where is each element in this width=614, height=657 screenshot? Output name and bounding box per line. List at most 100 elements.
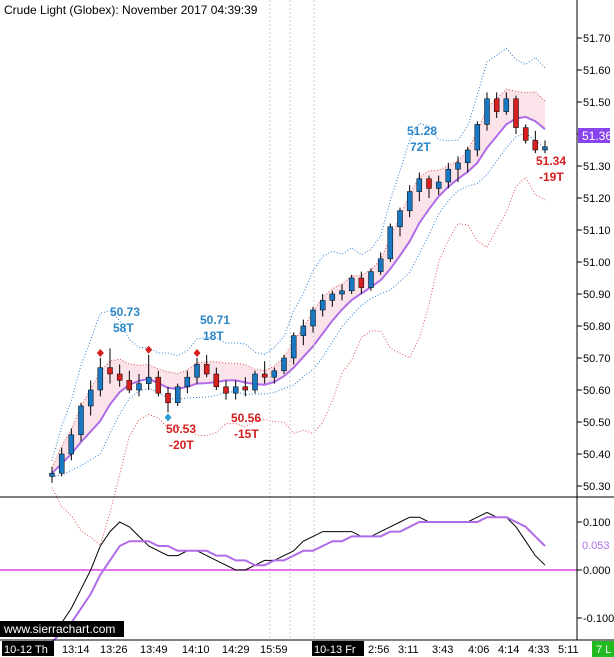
candle-body [377,258,384,272]
swing-high-marker [96,349,104,357]
time-tick-label: 13:14 [62,644,90,656]
candle-body [300,325,307,336]
band-fill [52,89,545,474]
annotation-ticks: 18T [203,329,224,343]
price-tick-label: 50.60 [583,385,611,397]
bollinger-bands [51,47,546,547]
time-tick-label: 15:59 [260,644,288,656]
candle-body [513,98,519,128]
watermark[interactable]: www.sierrachart.com [0,621,124,637]
upper-outer-band [51,47,546,461]
candle-body [87,389,94,407]
time-tick-label: 3:11 [398,644,419,656]
candle-body [290,335,297,359]
candle-body [310,309,316,327]
time-tick-label: 2:56 [368,644,389,656]
corner-badge[interactable]: 7 L [592,641,614,657]
swing-high-marker [193,349,201,357]
time-tick-label: 4:14 [498,644,519,656]
candle-body [435,181,442,189]
candlesticks [49,92,548,483]
price-tick-label: 51.70 [583,33,611,45]
watermark-text: www.sierrachart.com [3,622,115,636]
candle-body [455,162,461,170]
candle-body [194,364,200,378]
current-price-text: 51.36 [582,129,612,143]
candle-body [261,373,268,378]
price-tick-label: 51.60 [583,65,611,77]
annotation-price: 50.53 [166,422,196,436]
candle-body [203,364,210,375]
candle-body [68,434,75,455]
macd-tick-label: -0.100 [583,613,614,625]
candle-body [126,380,133,391]
annotation-price: 50.71 [200,313,230,327]
swing-high-marker [145,345,153,354]
price-tick-label: 51.50 [583,97,611,109]
price-tick-label: 50.40 [583,449,611,461]
candle-body [58,453,65,474]
candle-body [49,472,55,477]
corner-badge-text: 7 L [596,644,611,656]
candle-body [271,370,278,378]
candle-body [339,290,345,295]
candle-body [116,373,123,381]
current-price-label: 51.36 [578,128,612,143]
candle-body [107,367,113,375]
macd-axis[interactable]: 0.100 0.000 -0.100 [577,517,614,625]
price-axis[interactable]: 51.7051.6051.5051.4051.3051.2051.1051.00… [577,33,611,493]
annotation-price: 50.56 [231,411,261,425]
annotation-ticks: 58T [113,321,134,335]
price-tick-label: 50.50 [583,417,611,429]
price-tick-label: 51.00 [583,257,611,269]
macd-signal-line [51,516,546,643]
candle-body [493,98,500,112]
annotation-price: 51.34 [536,154,566,168]
price-tick-label: 51.10 [583,225,611,237]
annotation-price: 50.73 [110,305,140,319]
date-label: 10-13 Fr [314,644,356,656]
price-tick-label: 51.30 [583,161,611,173]
time-axis[interactable]: 10-12 Th 13:14 13:26 13:49 14:10 14:29 15:59 10… [2,641,579,656]
annotation-ticks: 72T [410,140,431,154]
candle-body [416,178,423,192]
time-tick-label: 13:26 [100,644,128,656]
lower-outer-band [51,176,546,547]
swing-markers [96,345,201,422]
candle-body [474,124,481,151]
candle-body [368,271,374,288]
candle-body [232,386,239,394]
candle-body [445,168,452,183]
candle-body [97,367,104,391]
candle-body [213,373,220,388]
candle-body [397,210,403,228]
time-tick-label: 13:49 [140,644,168,656]
candle-body [484,98,490,125]
macd-tick-label: 0.100 [583,517,611,529]
candle-body [281,357,287,372]
candle-body [223,386,229,394]
candle-body [165,392,171,404]
candle-body [319,300,326,311]
candle-body [358,277,365,288]
candle-body [532,140,539,151]
time-tick-label: 5:11 [558,644,579,656]
candle-body [406,191,413,212]
candle-body [155,376,162,394]
time-tick-label: 4:06 [468,644,489,656]
candle-body [329,293,336,301]
macd-current-value: 0.053 [582,540,610,552]
candle-body [145,376,152,384]
date-label-bg [312,641,364,656]
annotation-ticks: -20T [169,438,194,452]
annotation-ticks: -15T [234,427,259,441]
swing-low-marker [164,413,172,422]
swing-annotations: 50.73 58T 50.71 18T 50.53 -20T 50.56 -15T 51.28 7… [110,124,566,452]
candle-body [174,386,181,404]
candle-body [348,277,355,292]
annotation-price: 51.28 [407,124,437,138]
upper-inner-band [51,88,546,468]
chart-title: Crude Light (Globex): November 2017 04:3… [4,3,258,17]
candle-body [136,383,142,391]
